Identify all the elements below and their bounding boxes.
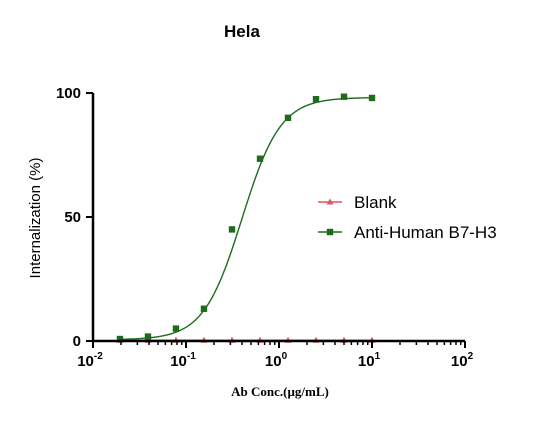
series-anti-human-b7-h3 bbox=[116, 93, 376, 343]
y-axis-label: Internalization (%) bbox=[27, 158, 44, 279]
x-tick-label: 101 bbox=[358, 351, 381, 370]
data-point bbox=[284, 114, 292, 121]
y-tick-label: 100 bbox=[56, 85, 81, 102]
data-point bbox=[228, 226, 236, 233]
data-point bbox=[256, 155, 264, 162]
axes: 0 50 100 10-2 10-1 100 101 102 bbox=[56, 85, 474, 370]
data-point bbox=[326, 198, 334, 205]
data-point bbox=[144, 333, 152, 340]
data-point bbox=[340, 93, 348, 100]
legend-item: Blank bbox=[318, 193, 397, 212]
x-tick-label: 102 bbox=[451, 351, 474, 370]
chart-title: Hela bbox=[224, 22, 260, 41]
data-point bbox=[200, 305, 208, 312]
legend-item: Anti-Human B7-H3 bbox=[318, 223, 497, 242]
x-tick-label: 10-1 bbox=[170, 351, 196, 370]
data-point bbox=[116, 335, 124, 343]
y-tick-label: 0 bbox=[73, 333, 81, 350]
plot-area bbox=[116, 93, 376, 343]
data-point bbox=[326, 228, 334, 236]
legend: Blank Anti-Human B7-H3 bbox=[318, 193, 497, 242]
legend-label: Blank bbox=[354, 193, 397, 212]
x-axis-label: Ab Conc.(μg/mL) bbox=[231, 384, 329, 399]
data-point bbox=[368, 94, 376, 102]
x-tick-label: 10-2 bbox=[77, 351, 103, 370]
legend-label: Anti-Human B7-H3 bbox=[354, 223, 497, 242]
fit-curve bbox=[119, 97, 373, 341]
data-point bbox=[172, 325, 180, 332]
data-point bbox=[312, 96, 320, 103]
y-tick-label: 50 bbox=[64, 209, 81, 226]
x-tick-label: 100 bbox=[265, 351, 288, 370]
